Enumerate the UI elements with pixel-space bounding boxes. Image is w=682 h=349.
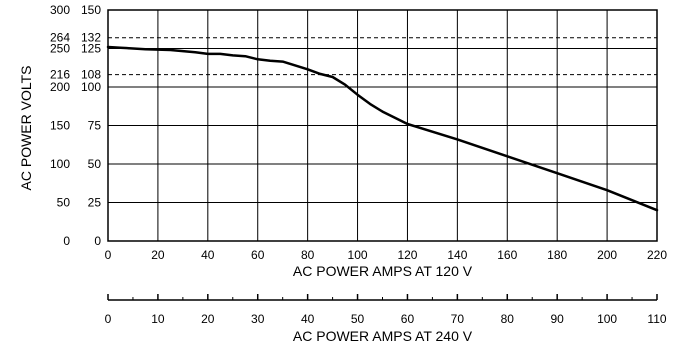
x-tick-label: 140 [447, 248, 467, 262]
y-tick-label-120v: 50 [88, 157, 102, 171]
grid-lines [108, 10, 657, 241]
x-tick-label: 40 [201, 248, 215, 262]
x2-tick-label: 10 [151, 312, 165, 326]
x-tick-label: 220 [647, 248, 667, 262]
y-tick-label-240v: 300 [50, 3, 70, 17]
x2-tick-label: 90 [551, 312, 565, 326]
x-tick-label: 80 [301, 248, 315, 262]
y-axis-label: AC POWER VOLTS [18, 66, 34, 191]
y-tick-label-120v: 132 [81, 31, 101, 45]
x-tick-label: 60 [251, 248, 265, 262]
series-line [106, 45, 659, 212]
y-tick-label-240v: 200 [50, 80, 70, 94]
x2-tick-label: 100 [597, 312, 617, 326]
dashed-reference-lines [108, 37, 657, 76]
y-tick-label-240v: 250 [50, 42, 70, 56]
y-tick-label-120v: 125 [81, 42, 101, 56]
x2-tick-label: 110 [647, 312, 666, 326]
y-tick-label-240v: 150 [50, 119, 70, 133]
x-tick-labels: 0 20 40 60 80 100 120 140 160 180 200 220 [105, 248, 668, 262]
x2-tick-label: 0 [105, 312, 112, 326]
y-tick-label-120v: 75 [88, 119, 102, 133]
x2-tick-label: 40 [301, 312, 315, 326]
y-tick-label-120v: 100 [81, 80, 101, 94]
y-tick-label-240v: 216 [50, 68, 70, 82]
secondary-x-axis: 0 10 20 30 40 50 60 70 80 90 100 110 [105, 294, 667, 326]
y-tick-label-120v: 0 [94, 234, 101, 248]
x2-tick-label: 30 [251, 312, 265, 326]
y-tick-label-240v: 100 [50, 157, 70, 171]
x-tick-label: 0 [105, 248, 112, 262]
x2-axis-label: AC POWER AMPS AT 240 V [293, 328, 473, 344]
x-axis-label: AC POWER AMPS AT 120 V [293, 263, 473, 279]
y-tick-label-120v: 25 [88, 196, 102, 210]
y-tick-label-240v: 264 [50, 31, 70, 45]
y-tick-labels: 0 0 50 25 100 50 150 75 200 100 216 108 250 125 264 132… [50, 3, 101, 248]
x-tick-label: 180 [547, 248, 567, 262]
y-tick-label-240v: 50 [57, 196, 71, 210]
x-tick-label: 200 [597, 248, 617, 262]
y-tick-label-120v: 150 [81, 3, 101, 17]
x2-tick-label: 70 [451, 312, 465, 326]
x-tick-label: 160 [497, 248, 517, 262]
x2-tick-label: 50 [351, 312, 365, 326]
x2-tick-label: 80 [501, 312, 515, 326]
plot-frame [107, 9, 658, 242]
y-tick-label-240v: 0 [63, 234, 70, 248]
x2-tick-label: 60 [401, 312, 415, 326]
x2-tick-label: 20 [201, 312, 215, 326]
x-tick-label: 120 [397, 248, 417, 262]
x-tick-label: 20 [151, 248, 165, 262]
y-tick-label-120v: 108 [81, 68, 101, 82]
x-tick-label: 100 [348, 248, 368, 262]
